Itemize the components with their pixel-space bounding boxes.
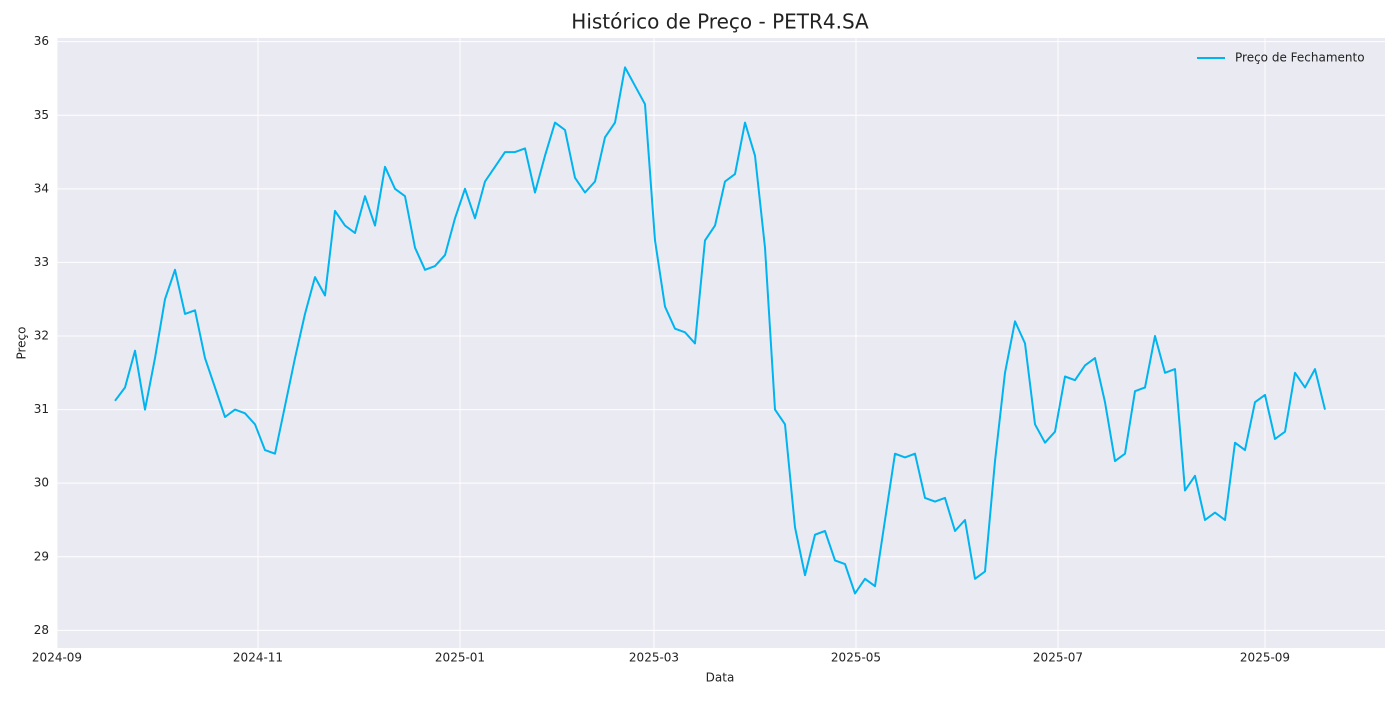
y-axis-label: Preço bbox=[15, 326, 29, 359]
x-tick-label: 2024-09 bbox=[32, 651, 82, 665]
y-tick-label: 36 bbox=[34, 34, 49, 48]
y-tick-label: 34 bbox=[34, 181, 49, 195]
x-tick-label: 2025-03 bbox=[629, 651, 679, 665]
y-tick-label: 33 bbox=[34, 255, 49, 269]
chart-title: Histórico de Preço - PETR4.SA bbox=[571, 10, 869, 34]
x-tick-label: 2025-09 bbox=[1240, 651, 1290, 665]
legend-label: Preço de Fechamento bbox=[1235, 51, 1365, 65]
y-tick-label: 30 bbox=[34, 476, 49, 490]
y-tick-label: 28 bbox=[34, 623, 49, 637]
x-tick-label: 2025-07 bbox=[1033, 651, 1083, 665]
x-tick-label: 2025-01 bbox=[435, 651, 485, 665]
y-tick-label: 29 bbox=[34, 549, 49, 563]
y-tick-label: 31 bbox=[34, 402, 49, 416]
y-tick-label: 32 bbox=[34, 329, 49, 343]
line-series bbox=[114, 66, 1326, 595]
y-tick-label: 35 bbox=[34, 108, 49, 122]
x-tick-label: 2025-05 bbox=[831, 651, 881, 665]
x-axis-label: Data bbox=[706, 671, 735, 685]
x-tick-label: 2024-11 bbox=[233, 651, 283, 665]
plot-area bbox=[57, 38, 1385, 648]
